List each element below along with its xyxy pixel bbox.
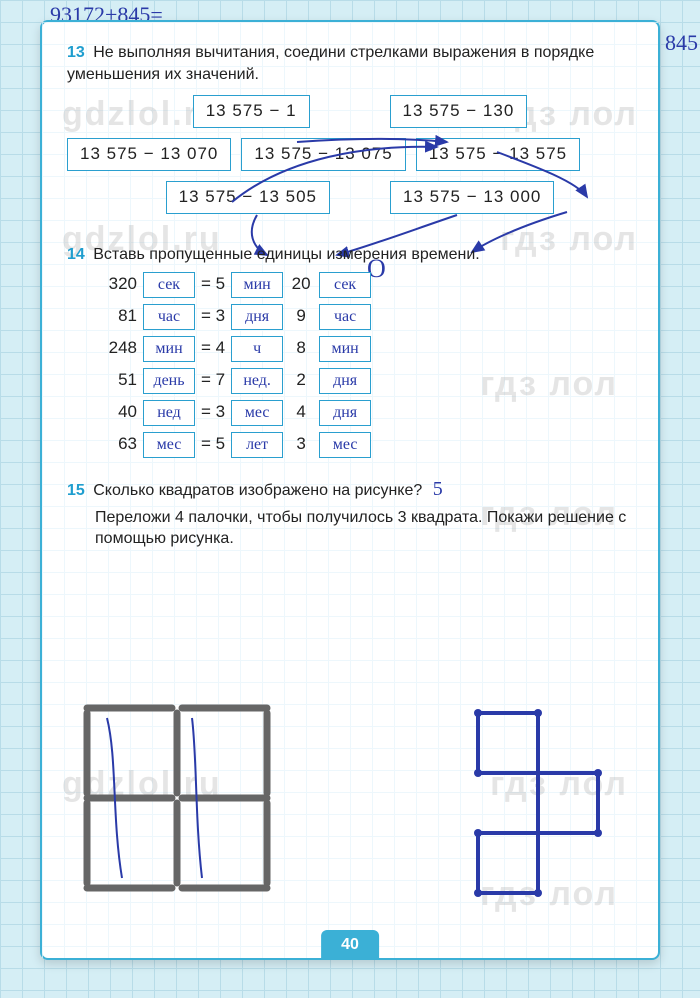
task-13-prompt: 13 Не выполняя вычитания, соедини стрелк… [67, 42, 633, 85]
unit-box: сек [143, 272, 195, 298]
unit-row: 51 день = 7 нед. 2 дня [97, 368, 633, 394]
expr-box: 13 575 − 1 [193, 95, 310, 128]
eq: = 7 [201, 369, 225, 392]
unit-box: день [143, 368, 195, 394]
unit-row: 81 час = 3 дня 9 час [97, 304, 633, 330]
margin-right-scribble: 845 [665, 30, 698, 56]
expr-box: 13 575 − 13 505 [166, 181, 330, 214]
workbook-page: gdzlol.ru гдз лол gdzlol.ru гдз лол гдз … [40, 20, 660, 960]
task-number: 15 [67, 482, 85, 499]
expr-box: 13 575 − 13 575 [416, 138, 580, 171]
unit-box: час [319, 304, 371, 330]
unit-box: лет [231, 432, 283, 458]
num2: 2 [289, 369, 313, 392]
num2: 8 [289, 337, 313, 360]
expr-box: 13 575 − 130 [390, 95, 528, 128]
task-number: 14 [67, 246, 85, 263]
unit-box: дня [319, 368, 371, 394]
expr-box: 13 575 − 13 000 [390, 181, 554, 214]
eq: = 5 [201, 433, 225, 456]
unit-box: мес [319, 432, 371, 458]
num: 63 [97, 433, 137, 456]
task-13: 13 Не выполняя вычитания, соедини стрелк… [67, 42, 633, 214]
task-text: Вставь пропущенные единицы измерения вре… [93, 246, 480, 263]
num: 81 [97, 305, 137, 328]
num: 51 [97, 369, 137, 392]
num: 320 [97, 273, 137, 296]
unit-row: 248 мин = 4 ч8 мин [97, 336, 633, 362]
unit-row: 40 нед = 3 мес 4 дня [97, 400, 633, 426]
answer-5: 5 [433, 478, 443, 500]
unit-box: нед [143, 400, 195, 426]
unit-box: мин [319, 336, 371, 362]
eq: = 4 [201, 337, 225, 360]
expr-box: 13 575 − 13 075 [241, 138, 405, 171]
unit-box: нед. [231, 368, 283, 394]
task-15-line2: Переложи 4 палочки, чтобы получилось 3 к… [95, 507, 633, 550]
task-text: Не выполняя вычитания, соедини стрелками… [67, 44, 594, 83]
num2: 20 [289, 273, 313, 296]
unit-row: 63 мес = 5 лет 3 мес [97, 432, 633, 458]
unit-row: 320 сек = 5 мин 20 сек [97, 272, 633, 298]
expr-box: 13 575 − 13 070 [67, 138, 231, 171]
eq: = 5 [201, 273, 225, 296]
task-15-line1: 15 Сколько квадратов изображено на рисун… [67, 476, 633, 503]
task-14: 14 Вставь пропущенные единицы измерения … [67, 244, 633, 458]
page-number: 40 [321, 930, 379, 960]
unit-box: ч [231, 336, 283, 362]
num: 40 [97, 401, 137, 424]
unit-box: дня [319, 400, 371, 426]
unit-box: мес [231, 400, 283, 426]
unit-box: дня [231, 304, 283, 330]
unit-box: час [143, 304, 195, 330]
task14-rows: 320сек= 5мин20сек81час= 3дня9час248мин= … [67, 272, 633, 458]
num2: 3 [289, 433, 313, 456]
num: 248 [97, 337, 137, 360]
task-14-prompt: 14 Вставь пропущенные единицы измерения … [67, 244, 633, 266]
matchsticks-left [77, 698, 297, 898]
task-number: 13 [67, 44, 85, 61]
task13-row1: 13 575 − 1 13 575 − 130 [87, 95, 633, 128]
unit-box: мин [143, 336, 195, 362]
task-15: 15 Сколько квадратов изображено на рисун… [67, 476, 633, 550]
task-text: Сколько квадратов изображено на рисунке? [93, 482, 422, 499]
unit-box: мес [143, 432, 195, 458]
num2: 9 [289, 305, 313, 328]
task13-row2: 13 575 − 13 070 13 575 − 13 075 13 575 −… [67, 138, 633, 171]
task13-row3: 13 575 − 13 505 13 575 − 13 000 [87, 181, 633, 214]
num2: 4 [289, 401, 313, 424]
eq: = 3 [201, 305, 225, 328]
unit-box: мин [231, 272, 283, 298]
matchsticks-right [388, 703, 618, 903]
unit-box: сек [319, 272, 371, 298]
eq: = 3 [201, 401, 225, 424]
